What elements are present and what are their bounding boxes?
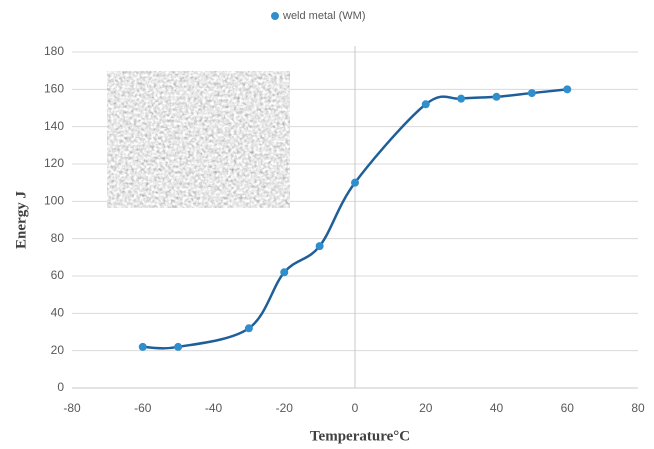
- data-point: [351, 179, 359, 187]
- data-point: [457, 95, 465, 103]
- y-tick-label: 40: [51, 306, 65, 320]
- x-tick-label: -40: [205, 401, 223, 415]
- data-point: [174, 343, 182, 351]
- x-tick-label: 80: [631, 401, 645, 415]
- data-point: [139, 343, 147, 351]
- data-point: [563, 85, 571, 93]
- data-point: [280, 268, 288, 276]
- chart: 0 20 40 60 80 100 120 140 160 180 -80 -60 -40 -20 0 20 4…: [0, 0, 654, 449]
- y-tick-label: 0: [57, 380, 64, 394]
- x-tick-label: 0: [352, 401, 359, 415]
- x-axis-title: Temperature°C: [310, 428, 410, 444]
- data-point: [493, 93, 501, 101]
- x-tick-label: 20: [419, 401, 433, 415]
- y-tick-label: 100: [44, 194, 64, 208]
- y-tick-label: 80: [51, 231, 65, 245]
- legend-marker: [271, 12, 279, 20]
- y-axis-title: Energy J: [13, 191, 29, 249]
- x-tick-label: 40: [490, 401, 504, 415]
- data-point: [245, 324, 253, 332]
- y-tick-label: 180: [44, 44, 64, 58]
- data-point: [316, 242, 324, 250]
- y-tick-label: 140: [44, 119, 64, 133]
- x-tick-label: -80: [63, 401, 81, 415]
- data-point: [422, 100, 430, 108]
- y-tick-label: 20: [51, 343, 65, 357]
- micrograph-inset: [107, 71, 290, 208]
- x-tick-label: -20: [276, 401, 294, 415]
- data-point: [528, 89, 536, 97]
- y-tick-label: 120: [44, 156, 64, 170]
- x-tick-label: 60: [561, 401, 575, 415]
- legend-label: weld metal (WM): [282, 10, 366, 22]
- x-tick-label: -60: [134, 401, 152, 415]
- y-tick-label: 160: [44, 82, 64, 96]
- y-tick-label: 60: [51, 268, 65, 282]
